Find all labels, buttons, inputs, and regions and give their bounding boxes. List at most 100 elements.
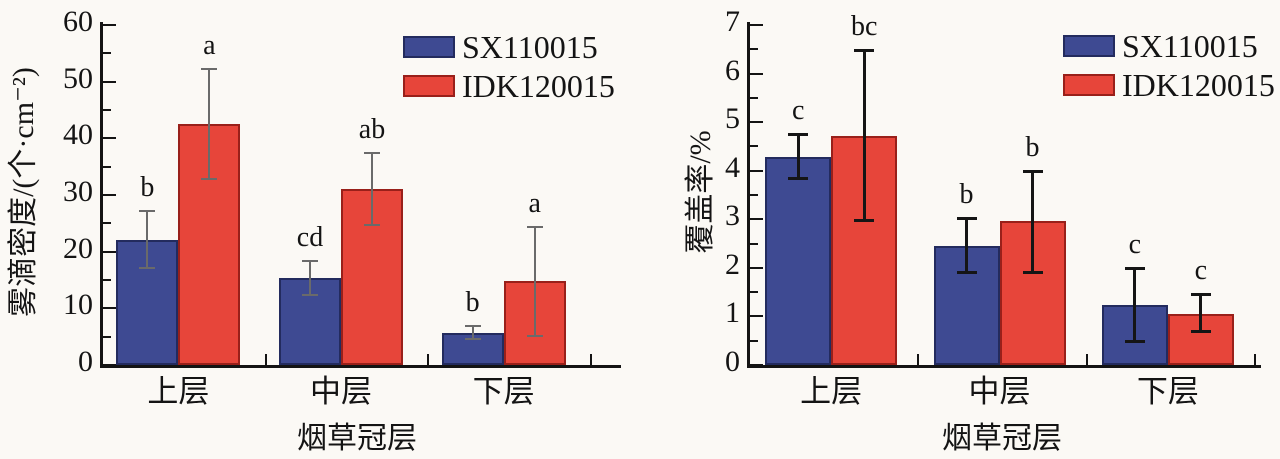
y-axis-title-droplet-density: 雾滴密度/(个·cm⁻²) [7, 67, 40, 317]
y-axis-tick-label: 60 [63, 5, 93, 38]
error-bar-cap-bottom [956, 271, 977, 275]
y-axis-tick-label: 6 [725, 53, 740, 87]
error-bar-cap-bottom [1124, 340, 1145, 344]
x-axis-title-left: 烟草冠层 [297, 422, 417, 455]
x-axis-tick [590, 354, 592, 365]
category-label: 上层 [800, 374, 863, 409]
y-axis-minor-tick [750, 96, 758, 99]
category-label: 上层 [147, 374, 210, 409]
y-axis-minor-tick [103, 279, 111, 281]
y-axis-minor-tick [750, 145, 758, 148]
error-bar-cap-bottom [854, 219, 875, 223]
error-bar-line [1031, 169, 1034, 275]
y-axis-tick-label: 7 [725, 5, 740, 38]
y-axis-minor-tick [103, 165, 111, 168]
legend-swatch-blue-icon [1063, 35, 1115, 57]
bar-idk120015-1 [341, 189, 403, 365]
significance-letter: c [791, 94, 805, 126]
significance-letter: c [1128, 228, 1142, 260]
y-axis-major-tick [750, 266, 763, 269]
significance-letter: b [140, 172, 155, 204]
error-bar-cap-bottom [526, 335, 543, 338]
error-bar-cap-top [956, 216, 977, 220]
legend-swatch-red-icon [1063, 74, 1115, 96]
x-axis-tick [264, 354, 267, 365]
y-axis-major-tick [103, 194, 116, 196]
error-bar-line [146, 210, 149, 269]
y-axis-major-tick [750, 218, 763, 221]
error-bar-cap-bottom [364, 223, 380, 226]
significance-letter: b [1025, 131, 1040, 163]
legend-label-sx110015: SX110015 [1122, 28, 1258, 64]
significance-letter: bc [850, 11, 878, 43]
error-bar-cap-top [854, 49, 875, 53]
y-axis-tick-label: 20 [63, 231, 93, 265]
y-axis-major-tick [750, 169, 763, 172]
error-bar-line [208, 67, 211, 181]
error-bar-cap-top [464, 324, 481, 327]
error-bar-line [862, 49, 866, 223]
y-axis-major-tick [103, 80, 116, 83]
error-bar-line [471, 324, 474, 341]
legend-item-idk120015: IDK120015 [403, 70, 615, 102]
error-bar-cap-top [139, 210, 156, 213]
y-axis-major-tick [103, 364, 116, 366]
error-bar-cap-bottom [788, 177, 809, 181]
y-axis-tick-label: 10 [63, 288, 93, 322]
y-axis-title-coverage-rate: 覆盖率/% [684, 130, 717, 254]
error-bar-cap-top [788, 132, 809, 136]
x-axis-tick [1254, 354, 1256, 365]
error-bar-line [965, 216, 968, 275]
y-axis-tick-label: 40 [63, 118, 93, 152]
y-axis-tick-label: 3 [725, 199, 740, 233]
y-axis-tick-label: 0 [78, 345, 93, 378]
y-axis-major-tick [103, 24, 116, 26]
legend-right: SX110015 IDK120015 [1063, 30, 1275, 101]
y-axis-tick-label: 2 [725, 247, 740, 281]
y-axis-minor-tick [103, 222, 111, 225]
bar-sx110015-0 [765, 157, 832, 365]
y-axis-tick-label: 0 [725, 345, 740, 378]
legend-swatch-red-icon [403, 75, 455, 97]
error-bar-cap-bottom [464, 338, 481, 341]
y-axis-tick-label: 1 [725, 296, 740, 330]
significance-letter: a [528, 187, 541, 219]
y-axis-major-tick [103, 250, 116, 253]
error-bar-cap-bottom [1022, 271, 1043, 275]
x-axis-tick [1085, 354, 1088, 365]
category-label: 下层 [472, 374, 535, 409]
y-axis-major-tick [750, 364, 763, 366]
y-axis-tick-label: 50 [63, 61, 93, 95]
y-axis-major-tick [750, 24, 763, 26]
y-axis-minor-tick [750, 48, 758, 51]
y-axis-minor-tick [750, 194, 758, 196]
category-label: 中层 [968, 374, 1031, 409]
category-label: 中层 [310, 374, 372, 409]
y-axis-tick-label: 4 [725, 150, 740, 184]
y-axis-major-tick [750, 72, 763, 75]
significance-letter: a [203, 29, 216, 61]
legend-label-sx110015: SX110015 [462, 29, 598, 65]
error-bar-line [309, 259, 311, 297]
y-axis-minor-tick [103, 335, 111, 338]
error-bar-cap-top [1022, 169, 1043, 173]
legend-item-idk120015: IDK120015 [1063, 69, 1275, 101]
error-bar-cap-top [1190, 293, 1211, 297]
x-axis-tick [427, 354, 430, 365]
significance-letter: b [959, 178, 974, 210]
legend-item-sx110015: SX110015 [403, 31, 615, 63]
y-axis-major-tick [750, 315, 763, 318]
significance-letter: c [1194, 255, 1208, 287]
y-axis-minor-tick [103, 109, 111, 111]
y-axis-major-tick [750, 121, 763, 124]
error-bar-line [1133, 266, 1137, 344]
x-axis-title-right: 烟草冠层 [942, 422, 1062, 455]
y-axis-tick-label: 30 [63, 175, 93, 208]
significance-letter: cd [296, 221, 324, 253]
y-axis-minor-tick [750, 339, 758, 342]
error-bar-cap-top [1124, 266, 1145, 270]
plot-area-coverage-rate: 0 1 2 3 4 5 6 7 上层 c bc 中层 b b 下层 c c [725, 5, 1261, 407]
legend-swatch-blue-icon [403, 36, 455, 58]
error-bar-cap-top [526, 225, 543, 228]
